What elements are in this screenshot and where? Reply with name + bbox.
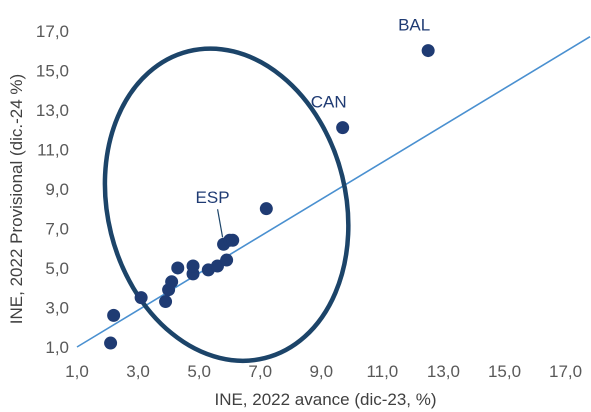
x-tick-label: 15,0 <box>488 362 521 381</box>
data-point <box>421 44 435 58</box>
point-label-can: CAN <box>311 93 347 112</box>
x-tick-label: 11,0 <box>366 362 398 381</box>
y-tick-label: 7,0 <box>45 219 69 238</box>
data-point <box>171 261 185 275</box>
y-tick-label: 1,0 <box>45 338 69 357</box>
x-tick-label: 5,0 <box>187 362 211 381</box>
y-tick-label: 15,0 <box>36 61 69 80</box>
y-tick-label: 5,0 <box>45 259 69 278</box>
y-tick-label: 13,0 <box>36 101 69 120</box>
x-tick-label: 9,0 <box>309 362 333 381</box>
data-point <box>336 121 350 135</box>
x-tick-label: 7,0 <box>248 362 272 381</box>
data-point <box>226 233 240 247</box>
x-tick-label: 17,0 <box>549 362 582 381</box>
reference-line-layer <box>76 36 591 348</box>
data-point <box>104 336 118 350</box>
annotation-label: ESP <box>196 188 230 207</box>
x-tick-label: 13,0 <box>427 362 460 381</box>
point-label-bal: BAL <box>398 16 430 35</box>
data-point <box>259 202 273 216</box>
highlight-ellipse <box>102 46 351 364</box>
y-tick-label: 3,0 <box>45 298 69 317</box>
y-tick-labels: 1,0 3,0 5,0 7,0 9,0 11,0 13,0 15,0 17,0 <box>36 22 69 357</box>
y-tick-label: 11,0 <box>37 140 69 159</box>
x-tick-labels: 1,0 3,0 5,0 7,0 9,0 11,0 13,0 15,0 17,0 <box>65 362 582 381</box>
data-point <box>186 259 200 273</box>
data-point <box>134 291 148 305</box>
point-labels: CAN BAL ESP <box>196 16 430 238</box>
annotation-leader-line <box>216 209 224 238</box>
data-point <box>159 295 173 309</box>
x-axis-title: INE, 2022 avance (dic-23, %) <box>214 390 436 409</box>
x-tick-label: 1,0 <box>65 362 89 381</box>
x-tick-label: 3,0 <box>126 362 150 381</box>
data-point <box>165 275 179 289</box>
highlight-ellipse-layer <box>102 46 351 364</box>
data-point <box>220 253 234 267</box>
y-axis-title: INE, 2022 Provisional (dic.-24 %) <box>7 74 26 324</box>
data-point <box>107 308 121 322</box>
data-points <box>104 44 435 350</box>
y-tick-label: 17,0 <box>36 22 69 41</box>
reference-line <box>76 36 591 348</box>
y-tick-label: 9,0 <box>45 180 69 199</box>
